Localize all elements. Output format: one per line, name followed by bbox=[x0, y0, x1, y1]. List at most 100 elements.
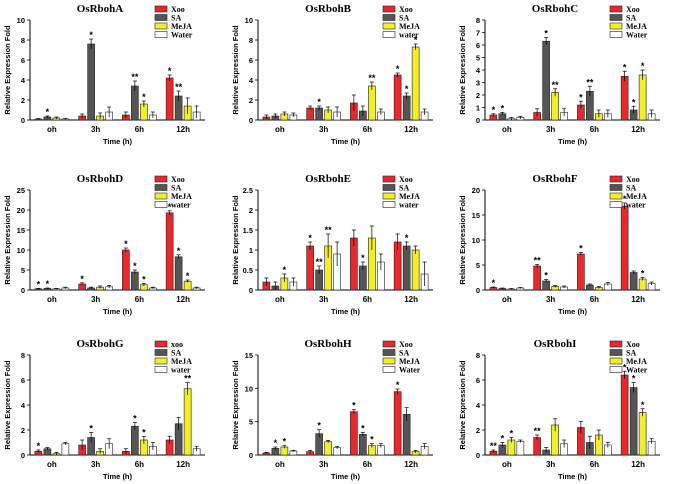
significance-mark: * bbox=[632, 374, 636, 384]
x-tick-label: oh bbox=[47, 295, 57, 304]
legend-label: SA bbox=[626, 349, 636, 358]
x-tick-label: 12h bbox=[176, 295, 190, 304]
significance-mark: * bbox=[623, 362, 627, 372]
significance-mark: * bbox=[308, 233, 312, 243]
bar bbox=[183, 280, 192, 291]
y-tick-label: 8 bbox=[21, 351, 25, 360]
bar bbox=[629, 387, 638, 456]
significance-mark: * bbox=[274, 438, 278, 448]
x-axis-label: Time (h) bbox=[558, 137, 588, 146]
legend-label: Xoo bbox=[171, 5, 185, 14]
x-tick-label: 12h bbox=[631, 295, 645, 304]
y-tick-label: 0 bbox=[476, 451, 480, 460]
y-tick-label: 10 bbox=[472, 236, 480, 245]
y-axis-label: Relative Expression Fold bbox=[458, 360, 467, 450]
significance-mark: * bbox=[80, 274, 84, 284]
legend-label: SA bbox=[399, 14, 409, 23]
legend-label: Xoo bbox=[399, 5, 413, 14]
x-axis-label: Time (h) bbox=[331, 307, 361, 316]
y-tick-label: 10 bbox=[245, 16, 253, 25]
x-axis-label: Time (h) bbox=[103, 137, 133, 146]
y-tick-label: 15 bbox=[472, 211, 480, 220]
x-tick-label: 12h bbox=[404, 295, 418, 304]
y-tick-label: 0 bbox=[21, 286, 25, 295]
bar bbox=[551, 92, 559, 121]
legend-swatch bbox=[154, 22, 168, 30]
x-tick-label: oh bbox=[275, 460, 285, 469]
legend-swatch bbox=[154, 31, 168, 38]
significance-mark: * bbox=[414, 35, 418, 45]
chart-panel-osrbohd: OsRbohD 0 5 10 15 20 25 Relative Expression Fol… bbox=[3, 173, 205, 316]
significance-mark: * bbox=[283, 265, 287, 275]
y-tick-label: 25 bbox=[17, 186, 25, 195]
y-tick-label: 6 bbox=[476, 376, 480, 385]
significance-mark: * bbox=[168, 202, 172, 212]
y-tick-label: 8 bbox=[476, 16, 480, 25]
bar bbox=[638, 278, 647, 291]
y-tick-label: 2 bbox=[21, 96, 25, 105]
significance-mark: * bbox=[317, 97, 321, 107]
y-tick-label: 2 bbox=[249, 96, 253, 105]
x-tick-label: 12h bbox=[176, 125, 190, 134]
legend-label: MeJA bbox=[399, 22, 420, 31]
y-tick-label: 0 bbox=[21, 451, 25, 460]
legend-label: SA bbox=[399, 349, 409, 358]
y-tick-label: 2 bbox=[476, 91, 480, 100]
x-tick-label: 6h bbox=[590, 460, 599, 469]
y-tick-label: 5 bbox=[476, 54, 480, 63]
bar bbox=[350, 411, 358, 456]
x-tick-label: oh bbox=[47, 460, 57, 469]
y-axis-label: Relative Expression Fold bbox=[3, 195, 12, 285]
legend-swatch bbox=[609, 357, 623, 365]
bar bbox=[183, 388, 192, 456]
legend-label: Xoo bbox=[171, 175, 185, 184]
y-tick-label: 4 bbox=[476, 401, 481, 410]
y-tick-label: 6 bbox=[21, 376, 25, 385]
legend-label: Xoo bbox=[399, 340, 413, 349]
significance-mark: * bbox=[46, 107, 50, 117]
y-axis-label: Relative Expression Fold bbox=[231, 25, 240, 115]
y-tick-label: 0 bbox=[21, 116, 25, 125]
significance-mark: * bbox=[623, 194, 627, 204]
y-tick-label: 20 bbox=[17, 206, 25, 215]
legend-label: SA bbox=[171, 349, 181, 358]
bar bbox=[542, 40, 550, 121]
y-tick-label: 0.5 bbox=[243, 266, 253, 275]
y-tick-label: 0 bbox=[249, 116, 253, 125]
x-tick-label: 3h bbox=[91, 125, 100, 134]
x-tick-label: 6h bbox=[363, 125, 372, 134]
significance-mark: ** bbox=[131, 72, 139, 82]
y-tick-label: 0 bbox=[249, 286, 253, 295]
significance-mark: * bbox=[186, 271, 190, 281]
significance-mark: ** bbox=[586, 77, 594, 87]
y-tick-label: 8 bbox=[21, 36, 25, 45]
y-tick-label: 0 bbox=[476, 286, 480, 295]
legend-swatch bbox=[382, 31, 396, 38]
significance-mark: * bbox=[632, 97, 636, 107]
chart-panel-osrbohf: OsRbohF 0 5 10 15 20 Relative Expression Fold *… bbox=[458, 173, 660, 316]
legend-label: water bbox=[399, 201, 419, 210]
y-tick-label: 3 bbox=[476, 79, 480, 88]
legend-swatch bbox=[154, 201, 168, 208]
bar bbox=[393, 74, 402, 121]
legend-swatch bbox=[154, 366, 168, 373]
legend-label: water bbox=[626, 201, 646, 210]
chart-title: OsRbohI bbox=[534, 338, 577, 350]
legend-label: MeJA bbox=[626, 22, 647, 31]
bar bbox=[533, 437, 541, 456]
significance-mark: ** bbox=[368, 73, 376, 83]
legend-swatch bbox=[609, 192, 623, 200]
significance-mark: * bbox=[37, 441, 41, 451]
legend-label: MeJA bbox=[399, 192, 420, 201]
x-tick-label: 6h bbox=[363, 295, 372, 304]
significance-mark: * bbox=[641, 61, 645, 71]
x-tick-label: 6h bbox=[363, 460, 372, 469]
chart-title: OsRbohD bbox=[77, 173, 124, 185]
x-tick-label: oh bbox=[502, 460, 512, 469]
significance-mark: * bbox=[405, 233, 409, 243]
legend-label: SA bbox=[171, 184, 181, 193]
legend-swatch bbox=[382, 22, 396, 30]
